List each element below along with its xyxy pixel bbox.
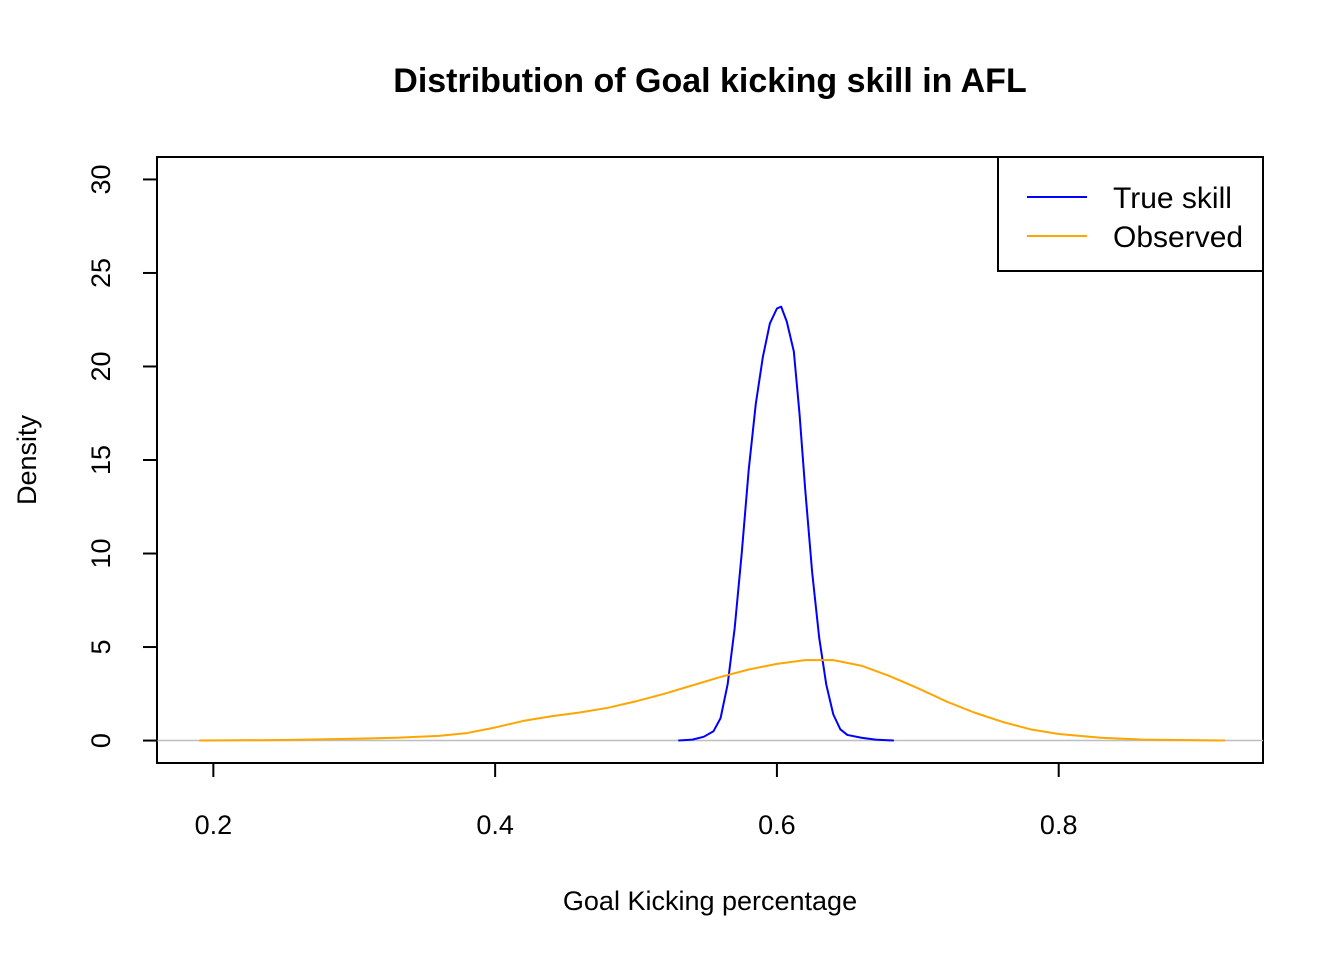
- chart-title: Distribution of Goal kicking skill in AF…: [393, 62, 1026, 100]
- legend-box: [997, 156, 1264, 272]
- x-tick-label: 0.8: [1040, 810, 1078, 840]
- series-line-true-skill: [678, 305, 894, 742]
- y-tick-label: 0: [86, 733, 116, 748]
- y-tick-label: 20: [86, 351, 116, 381]
- y-axis-label: Density: [12, 414, 42, 505]
- y-tick-label: 25: [86, 258, 116, 288]
- legend: True skill Observed: [997, 156, 1264, 272]
- y-tick-label: 5: [86, 640, 116, 655]
- x-tick-label: 0.2: [195, 810, 233, 840]
- plot-frame: [156, 156, 1264, 764]
- legend-label-true-skill: True skill: [1113, 182, 1232, 215]
- y-tick-label: 10: [86, 538, 116, 568]
- legend-label-observed: Observed: [1113, 221, 1243, 254]
- x-tick-label: 0.6: [758, 810, 796, 840]
- x-tick-label: 0.4: [476, 810, 514, 840]
- y-axis: 0 5 10 15 20 25 30: [86, 164, 158, 748]
- series-layer: [199, 305, 1225, 742]
- y-tick-label: 30: [86, 164, 116, 194]
- series-line-observed: [199, 659, 1225, 742]
- x-axis-label: Goal Kicking percentage: [563, 886, 857, 916]
- y-tick-label: 15: [86, 445, 116, 475]
- x-axis: 0.2 0.4 0.6 0.8: [195, 762, 1078, 840]
